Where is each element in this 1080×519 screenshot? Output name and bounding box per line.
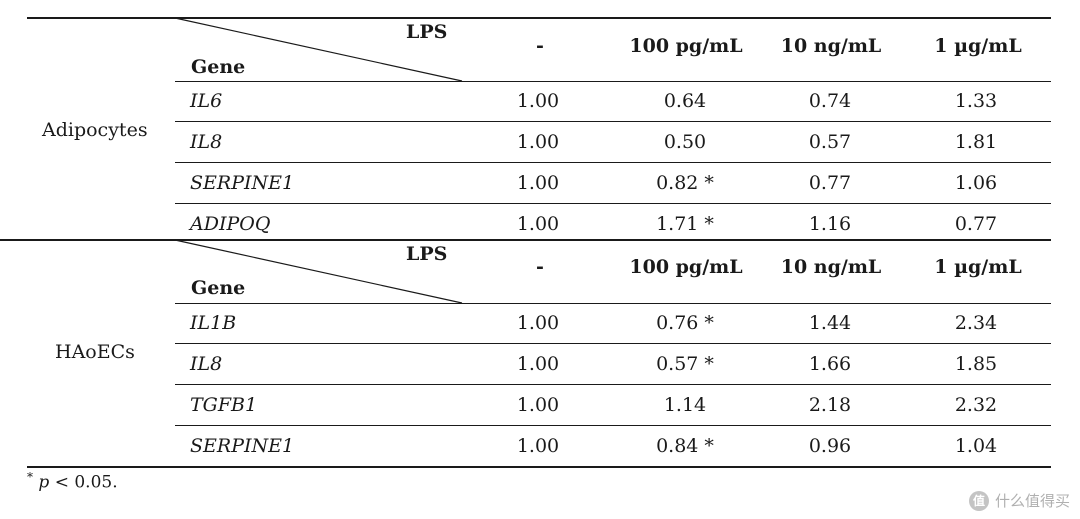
column-header-control: - xyxy=(536,35,544,57)
row-rule xyxy=(175,384,1051,385)
value-cell: 1.00 xyxy=(516,435,560,457)
lps-label: LPS xyxy=(406,243,448,265)
value-cell: 0.50 xyxy=(663,131,707,153)
gene-name: TGFB1 xyxy=(190,394,258,416)
header-rule-1 xyxy=(175,81,1051,82)
value-cell: 1.66 xyxy=(808,353,852,375)
cell-type-label: HAoECs xyxy=(55,341,135,363)
value-cell: 0.57 * xyxy=(656,353,714,375)
value-cell: 2.34 xyxy=(954,312,998,334)
value-cell: 2.18 xyxy=(808,394,852,416)
value-cell: 1.33 xyxy=(954,90,998,112)
value-cell: 0.74 xyxy=(808,90,852,112)
value-cell: 1.81 xyxy=(954,131,998,153)
footnote-p: p xyxy=(38,472,50,493)
table-top-rule xyxy=(27,17,1051,19)
column-header-1ug: 1 µg/mL xyxy=(934,35,1022,57)
value-cell: 1.00 xyxy=(516,312,560,334)
cell-type-label: Adipocytes xyxy=(42,119,148,141)
value-cell: 1.00 xyxy=(516,394,560,416)
gene-name: ADIPOQ xyxy=(190,213,271,235)
watermark: 值 什么值得买 xyxy=(968,490,1070,511)
footnote-asterisk: * xyxy=(27,470,33,484)
gene-name: IL8 xyxy=(190,131,223,153)
gene-name: IL1B xyxy=(190,312,237,334)
value-cell: 1.44 xyxy=(808,312,852,334)
value-cell: 1.06 xyxy=(954,172,998,194)
footnote-text: < 0.05. xyxy=(49,472,118,493)
value-cell: 1.00 xyxy=(516,172,560,194)
value-cell: 0.76 * xyxy=(656,312,714,334)
gene-label: Gene xyxy=(191,56,246,78)
gene-name: IL6 xyxy=(190,90,223,112)
value-cell: 1.14 xyxy=(663,394,707,416)
value-cell: 1.71 * xyxy=(656,213,714,235)
value-cell: 0.84 * xyxy=(656,435,714,457)
row-rule xyxy=(175,121,1051,122)
value-cell: 1.85 xyxy=(954,353,998,375)
value-cell: 0.77 xyxy=(808,172,852,194)
gene-label: Gene xyxy=(191,277,246,299)
value-cell: 0.96 xyxy=(808,435,852,457)
group-separator-rule xyxy=(0,239,1051,241)
significance-footnote: * p < 0.05. xyxy=(27,470,118,493)
table-bottom-rule xyxy=(27,466,1051,468)
lps-label: LPS xyxy=(406,21,448,43)
row-rule xyxy=(175,203,1051,204)
row-rule xyxy=(175,162,1051,163)
row-rule xyxy=(175,343,1051,344)
row-rule xyxy=(175,425,1051,426)
column-header-10ng: 10 ng/mL xyxy=(780,256,882,278)
column-header-1ug: 1 µg/mL xyxy=(934,256,1022,278)
value-cell: 0.64 xyxy=(663,90,707,112)
value-cell: 0.77 xyxy=(954,213,998,235)
value-cell: 1.00 xyxy=(516,213,560,235)
column-header-10ng: 10 ng/mL xyxy=(780,35,882,57)
value-cell: 1.00 xyxy=(516,90,560,112)
watermark-logo-icon: 值 xyxy=(968,490,989,511)
header-rule-2 xyxy=(175,303,1051,304)
column-header-100pg: 100 pg/mL xyxy=(629,35,743,57)
value-cell: 1.00 xyxy=(516,131,560,153)
column-header-control: - xyxy=(536,256,544,278)
value-cell: 1.04 xyxy=(954,435,998,457)
value-cell: 1.16 xyxy=(808,213,852,235)
watermark-text: 什么值得买 xyxy=(994,492,1070,510)
value-cell: 1.00 xyxy=(516,353,560,375)
value-cell: 0.57 xyxy=(808,131,852,153)
value-cell: 2.32 xyxy=(954,394,998,416)
gene-name: SERPINE1 xyxy=(190,172,295,194)
gene-name: IL8 xyxy=(190,353,223,375)
gene-name: SERPINE1 xyxy=(190,435,295,457)
value-cell: 0.82 * xyxy=(656,172,714,194)
column-header-100pg: 100 pg/mL xyxy=(629,256,743,278)
